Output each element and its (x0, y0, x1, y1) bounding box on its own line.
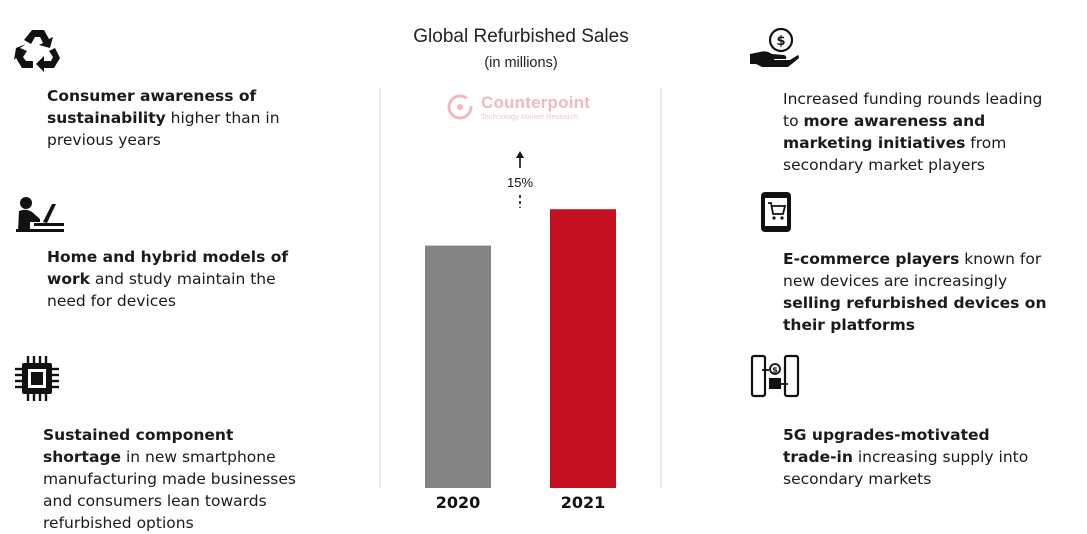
bar-chart: 15% 2020 2021 (379, 88, 662, 512)
svg-text:$: $ (772, 366, 778, 375)
svg-text:$: $ (776, 34, 785, 49)
shopping-phone-icon (761, 192, 791, 232)
growth-label: 15% (507, 175, 533, 190)
chart-subtitle: (in millions) (484, 55, 558, 71)
right-text-2: E-commerce players known for new devices… (783, 250, 1047, 334)
bar-2021 (550, 209, 616, 488)
bar-2020 (425, 245, 491, 488)
trade-in-icon: $ (750, 354, 800, 398)
recycle-icon (14, 30, 60, 72)
x-tick-label-2020: 2020 (436, 493, 481, 512)
hand-money-icon: $ (750, 27, 799, 67)
watermark-brand: Counterpoint (481, 93, 591, 112)
chart-title: Global Refurbished Sales (413, 26, 629, 47)
person-laptop-icon (16, 197, 64, 232)
left-text-1: Consumer awareness of sustainability hig… (47, 87, 280, 149)
chip-icon (15, 356, 59, 401)
growth-arrowhead (516, 151, 524, 158)
x-tick-label-2021: 2021 (561, 493, 606, 512)
right-text-1: Increased funding rounds leading to more… (783, 90, 1043, 174)
left-text-3: Sustained component shortage in new smar… (43, 426, 296, 532)
right-text-3: 5G upgrades-motivated trade-in increasin… (783, 426, 1029, 488)
left-text-2: Home and hybrid models of work and study… (47, 248, 289, 310)
counterpoint-logo-icon (447, 94, 475, 120)
watermark-tagline: Technology Market Research (481, 112, 579, 121)
